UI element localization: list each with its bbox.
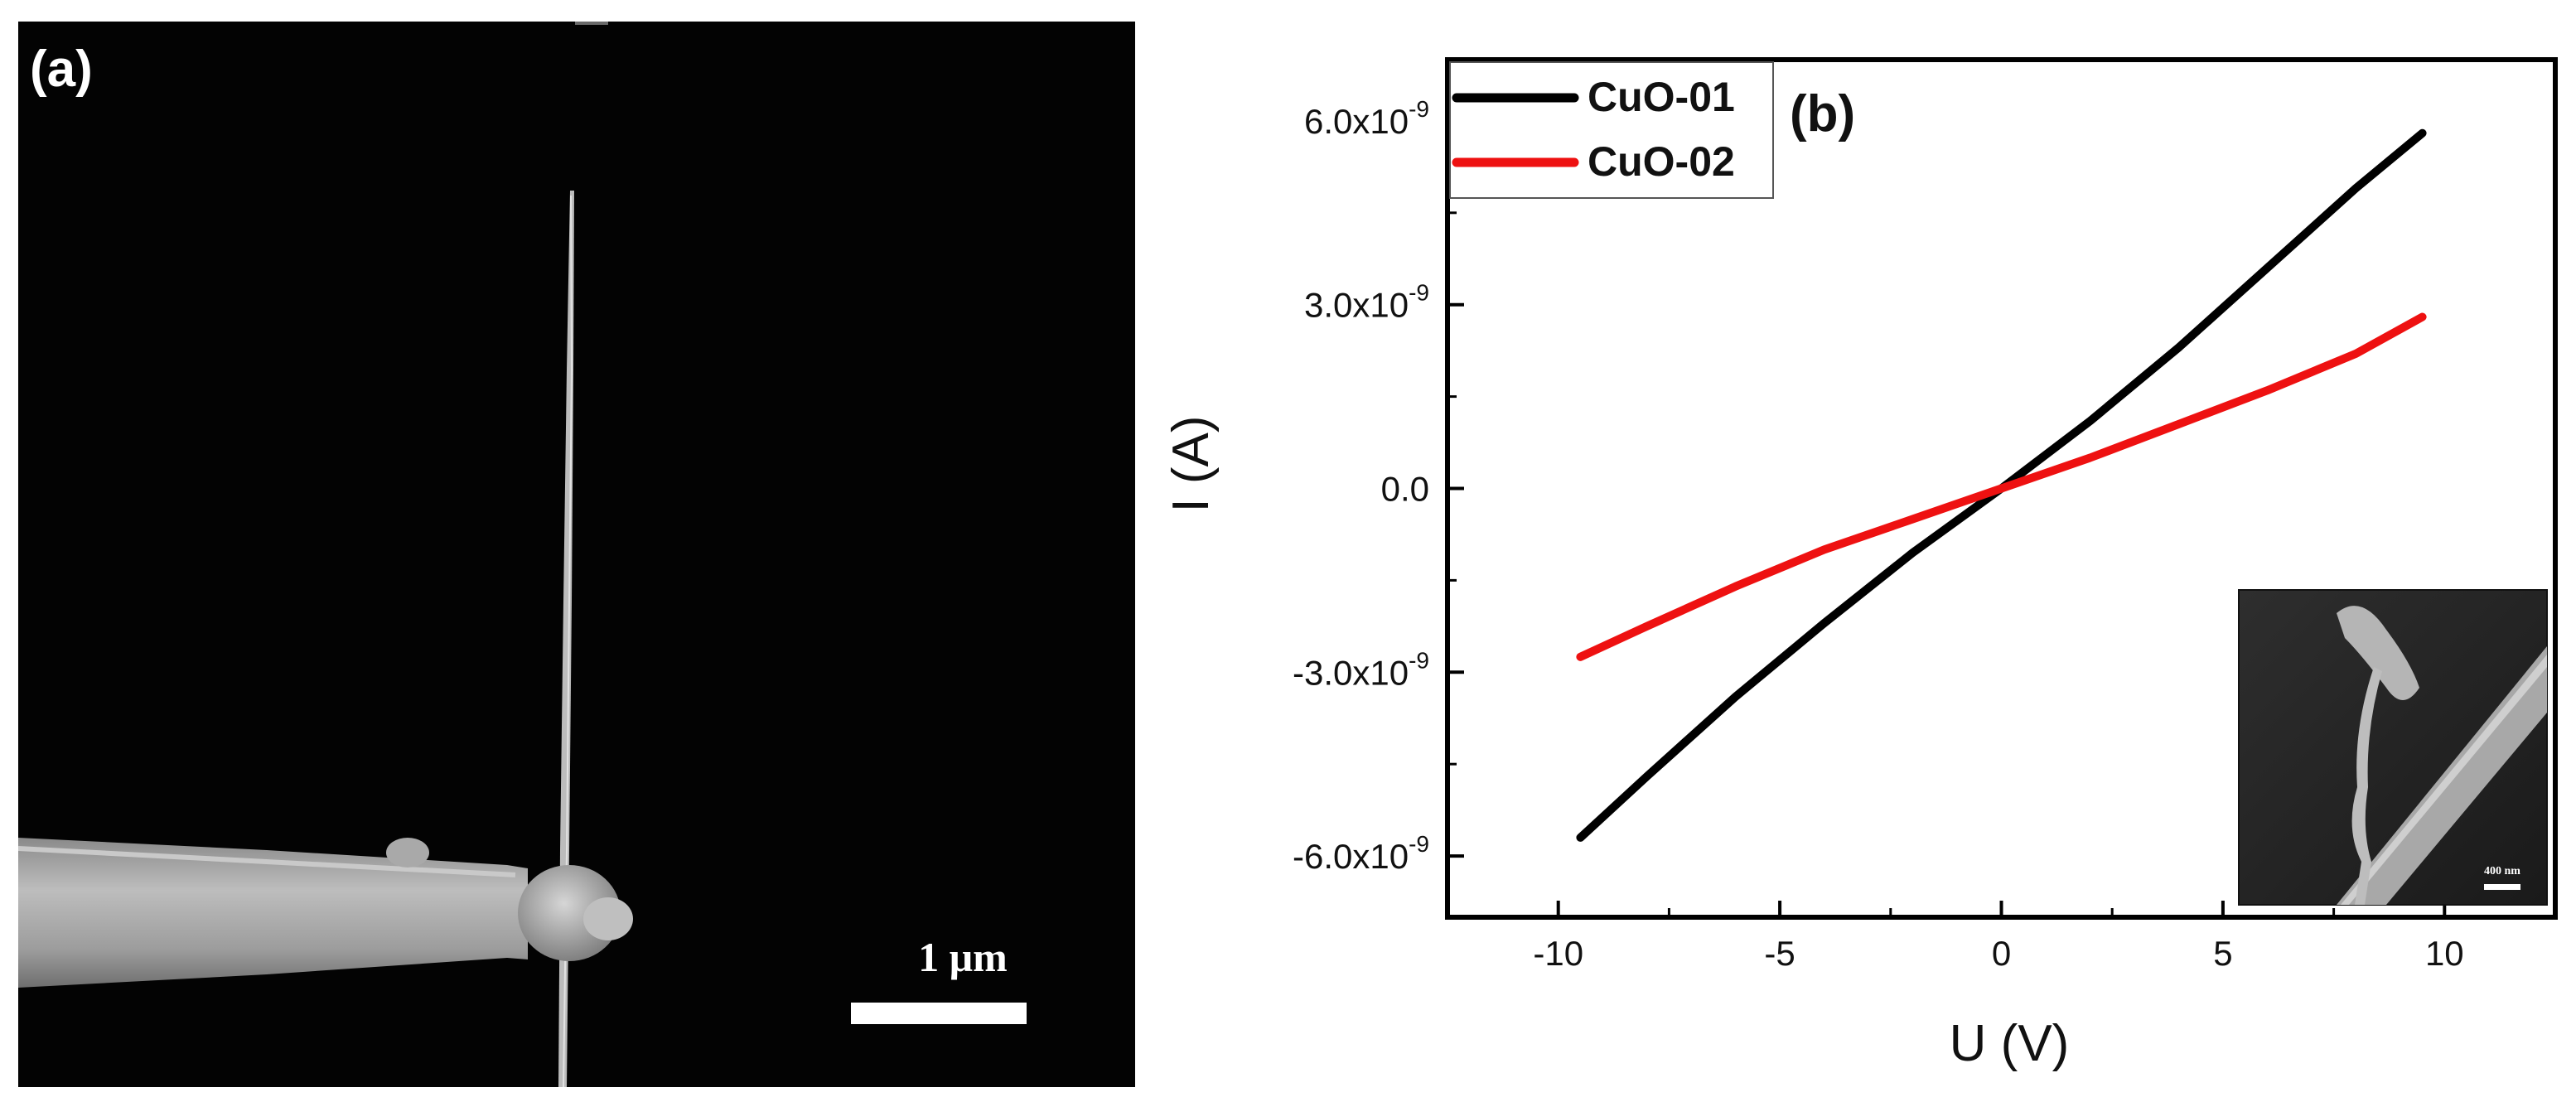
y-tick-label: 0.0 [1381,470,1429,509]
plot-frame [1445,57,2558,920]
inset-sem-image: 400 nm [2238,589,2548,906]
probe-ball [518,865,621,961]
nanowire [558,191,574,1087]
sem-micrograph [18,22,633,1087]
probe-tip [18,838,528,988]
panel-b-label: (b) [1790,85,1855,143]
scale-bar-label: 1 μm [918,934,1008,980]
x-tick-label: 5 [2213,934,2232,973]
y-tick-label: 6.0x10-9 [1304,96,1429,141]
inset-scale-label: 400 nm [2484,865,2520,877]
x-tick-label: 0 [1992,934,2011,973]
legend-label-cuo01: CuO-01 [1588,74,1735,120]
sem-image-panel: (a) 1 μm [18,22,1135,1087]
legend-label-cuo02: CuO-02 [1588,138,1735,185]
x-tick-label: 10 [2425,934,2464,973]
x-tick-label: -5 [1764,934,1795,973]
series-line-cuo02 [1576,312,2427,661]
panel-a-label: (a) [30,41,93,98]
y-axis-title: I (A) [1162,415,1220,512]
y-tick-label: -6.0x10-9 [1293,831,1429,876]
y-tick-label: -3.0x10-9 [1293,647,1429,692]
legend: CuO-01 CuO-02 [1449,61,1774,199]
iv-chart: -10 -5 0 5 10 6.0x10-9 3.0x10-9 0.0 -3.0x10-9 -6.… [1162,57,2558,1072]
scale-bar [851,1003,1027,1024]
data-series [1576,128,2427,842]
y-tick-label: 3.0x10-9 [1304,280,1429,325]
x-axis-title: U (V) [1950,1015,2070,1072]
x-tick-label: -10 [1533,934,1583,973]
